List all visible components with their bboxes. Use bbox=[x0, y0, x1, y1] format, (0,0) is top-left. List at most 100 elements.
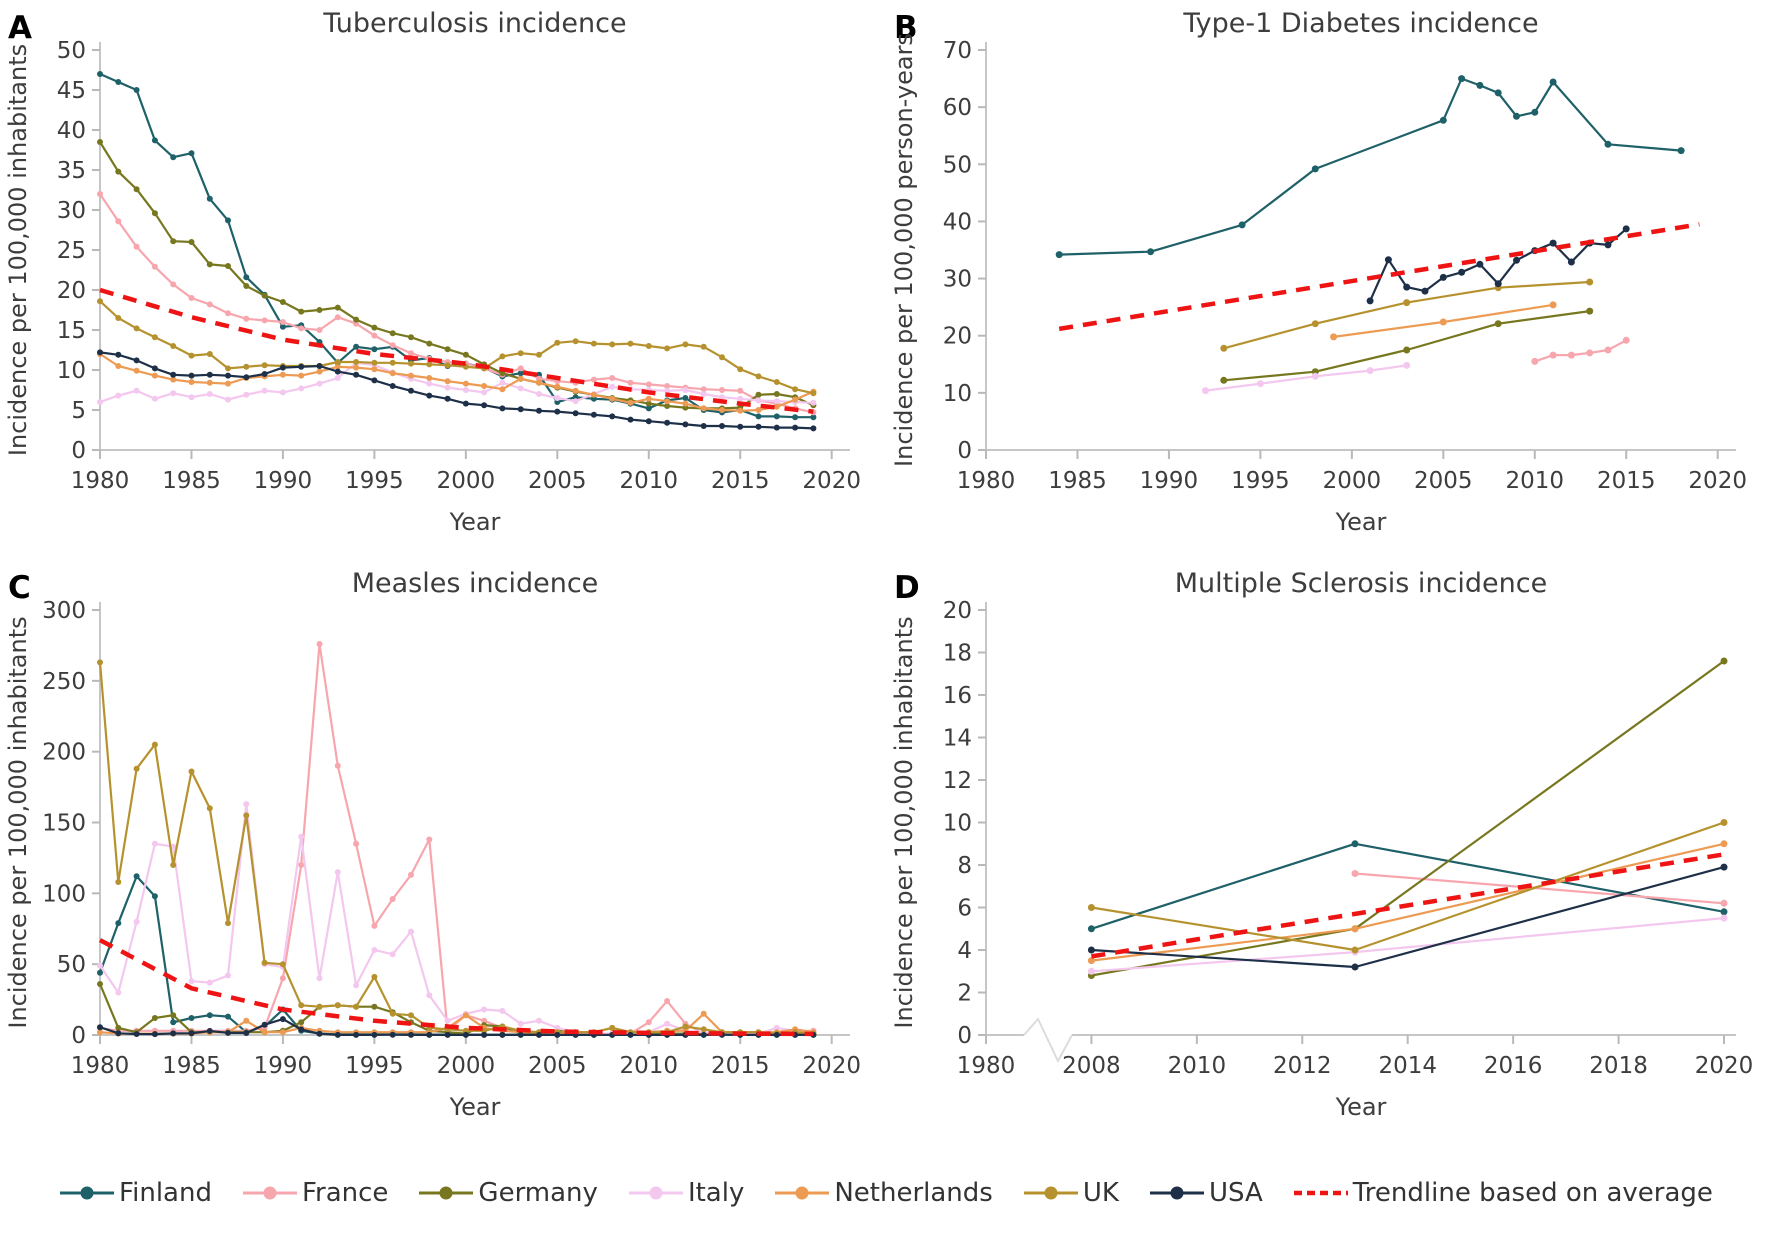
y-tick-label: 14 bbox=[943, 726, 972, 752]
B-finland-line bbox=[1059, 77, 1682, 256]
panel-title: Multiple Sclerosis incidence bbox=[1175, 568, 1547, 599]
C-uk-marker bbox=[316, 1003, 323, 1010]
C-germany-marker bbox=[151, 1015, 158, 1021]
C-netherlands-marker bbox=[462, 1012, 469, 1019]
y-tick-label: 200 bbox=[42, 740, 86, 766]
A-usa-marker bbox=[627, 416, 634, 423]
B-finland-marker bbox=[1531, 108, 1539, 116]
A-germany-line bbox=[99, 141, 814, 410]
A-uk-marker bbox=[408, 360, 414, 367]
B-usa-marker bbox=[1549, 239, 1557, 247]
legend-item-germany: Germany bbox=[418, 1178, 598, 1208]
C-usa-marker bbox=[408, 1031, 414, 1038]
A-italy-marker bbox=[481, 389, 488, 396]
A-usa-marker bbox=[609, 413, 616, 420]
A-netherlands-marker bbox=[609, 395, 616, 402]
B-germany-marker bbox=[1586, 307, 1594, 315]
A-netherlands-marker bbox=[225, 380, 231, 387]
y-tick-label: 50 bbox=[57, 38, 86, 64]
A-italy-line bbox=[99, 361, 814, 404]
A-germany-marker bbox=[334, 304, 341, 311]
A-netherlands-marker bbox=[408, 372, 414, 379]
C-italy-marker bbox=[517, 1020, 524, 1027]
B-france-marker bbox=[1549, 351, 1557, 359]
C-finland-marker bbox=[115, 920, 122, 927]
A-italy-marker bbox=[499, 379, 506, 386]
A-france-marker bbox=[298, 325, 305, 332]
C-usa-marker bbox=[243, 1030, 250, 1036]
A-uk-marker bbox=[389, 359, 396, 366]
C-usa-marker bbox=[206, 1028, 213, 1034]
A-uk-marker bbox=[719, 354, 725, 361]
A-italy-marker bbox=[151, 395, 158, 402]
x-tick-label: 2020 bbox=[802, 468, 861, 494]
C-germany-marker bbox=[115, 1024, 122, 1031]
A-uk-marker bbox=[755, 373, 762, 380]
A-netherlands-marker bbox=[792, 396, 799, 403]
C-uk-marker bbox=[371, 973, 378, 980]
A-finland-marker bbox=[371, 346, 378, 353]
A-italy-marker bbox=[225, 396, 231, 403]
B-finland-marker bbox=[1055, 251, 1063, 259]
D-netherlands-marker bbox=[1351, 925, 1359, 933]
A-usa-marker bbox=[298, 363, 305, 370]
A-uk-marker bbox=[225, 365, 231, 372]
C-italy-marker bbox=[389, 951, 396, 958]
A-uk-marker bbox=[590, 340, 597, 347]
C-italy-marker bbox=[353, 982, 360, 989]
A-usa-marker bbox=[316, 363, 323, 369]
x-tick-label: 2000 bbox=[437, 468, 496, 494]
legend-label: Finland bbox=[119, 1177, 212, 1208]
A-uk-marker bbox=[188, 352, 195, 359]
C-netherlands-marker bbox=[97, 1029, 103, 1036]
A-france-marker bbox=[225, 310, 231, 317]
C-italy-marker bbox=[151, 840, 158, 847]
A-netherlands-marker bbox=[170, 376, 177, 383]
A-germany-marker bbox=[462, 351, 469, 358]
y-tick-label: 16 bbox=[943, 683, 972, 709]
legend-label: USA bbox=[1208, 1177, 1263, 1208]
x-tick-label: 2016 bbox=[1484, 1053, 1543, 1079]
A-netherlands-marker bbox=[719, 407, 725, 413]
C-usa-marker bbox=[773, 1031, 780, 1038]
A-uk-marker bbox=[97, 298, 103, 305]
A-france-marker bbox=[737, 387, 744, 394]
y-tick-label: 40 bbox=[943, 209, 972, 235]
series-swatch-icon bbox=[1149, 1186, 1204, 1199]
C-usa-marker bbox=[115, 1030, 122, 1037]
A-usa-marker bbox=[462, 400, 469, 407]
y-tick-label: 35 bbox=[57, 158, 86, 184]
A-netherlands-marker bbox=[554, 383, 561, 390]
trendline-swatch-icon bbox=[1293, 1190, 1348, 1195]
A-usa-marker bbox=[755, 423, 762, 430]
B-usa-marker bbox=[1567, 258, 1575, 266]
D-uk-marker bbox=[1720, 819, 1728, 826]
A-germany-marker bbox=[151, 210, 158, 217]
C-italy-marker bbox=[426, 992, 433, 999]
C-usa-marker bbox=[499, 1031, 506, 1038]
panel-type1-diabetes: B Type-1 Diabetes incidence 0 10 20 30 40 50 60 7… bbox=[886, 0, 1772, 560]
A-france-marker bbox=[719, 387, 725, 393]
A-usa-marker bbox=[353, 371, 360, 378]
A-finland-marker bbox=[151, 137, 158, 144]
C-italy-marker bbox=[444, 1017, 451, 1024]
A-uk-marker bbox=[664, 345, 671, 352]
C-italy-marker bbox=[499, 1007, 506, 1014]
B-usa-marker bbox=[1622, 225, 1630, 233]
y-tick-label: 8 bbox=[957, 853, 972, 879]
C-france-marker bbox=[426, 836, 433, 843]
A-usa-marker bbox=[719, 423, 725, 429]
B-usa-marker bbox=[1403, 283, 1411, 291]
A-italy-marker bbox=[97, 399, 103, 405]
C-usa-marker bbox=[389, 1031, 396, 1038]
x-tick-label: 2020 bbox=[1688, 468, 1747, 494]
D-netherlands-marker bbox=[1720, 840, 1728, 848]
B-usa-marker bbox=[1476, 260, 1484, 268]
A-netherlands-marker bbox=[682, 400, 689, 407]
A-netherlands-marker bbox=[572, 387, 579, 394]
A-usa-marker bbox=[151, 365, 158, 372]
B-italy-marker bbox=[1311, 372, 1319, 380]
A-netherlands-marker bbox=[206, 379, 213, 386]
C-usa-marker bbox=[627, 1031, 634, 1038]
A-netherlands-marker bbox=[279, 371, 286, 378]
